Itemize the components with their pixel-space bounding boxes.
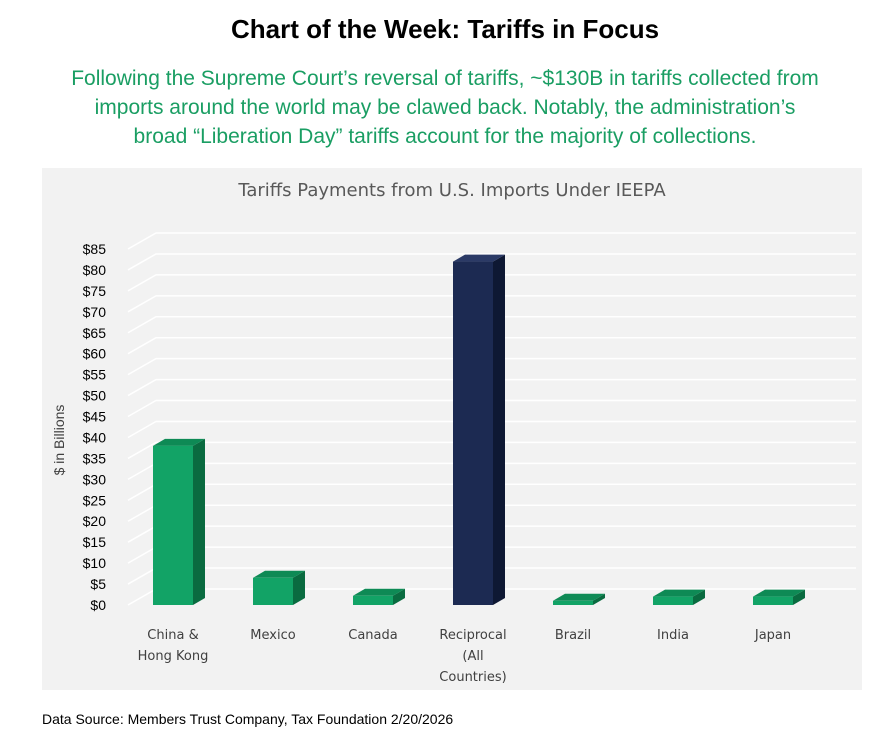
y-tick-label: $5 [90, 576, 106, 592]
gridline [127, 441, 856, 460]
bar [653, 589, 705, 605]
bar [553, 593, 605, 605]
bar-top [353, 588, 405, 596]
y-tick-label: $45 [83, 409, 107, 425]
bar-front [453, 261, 493, 605]
bar-front [753, 596, 793, 605]
bar-top [753, 589, 805, 597]
bar [353, 588, 405, 605]
bars [153, 254, 805, 605]
bar-top [253, 570, 305, 578]
x-axis-categories: China & Hong Kong Mexico Canada Reciprocal (A… [138, 628, 791, 685]
x-category-label-line: (All [462, 649, 483, 664]
y-tick-label: $25 [83, 492, 107, 508]
y-tick-label: $60 [83, 346, 107, 362]
gridlines [127, 232, 856, 606]
x-category-label: Reciprocal (All Countries) [439, 628, 506, 685]
y-tick-label: $35 [83, 450, 107, 466]
bar [253, 570, 305, 605]
y-tick-label: $40 [83, 429, 107, 445]
y-tick-label: $15 [83, 534, 107, 550]
y-tick-label: $85 [83, 241, 107, 257]
data-source-note: Data Source: Members Trust Company, Tax … [42, 711, 454, 727]
bar-front [653, 596, 693, 605]
x-category-label-line: China & [147, 628, 198, 643]
bar [453, 254, 505, 605]
bar [153, 438, 205, 605]
chart-title: Tariffs Payments from U.S. Imports Under… [237, 180, 666, 201]
x-category-label-line: Brazil [555, 628, 591, 643]
x-category-label: Mexico [250, 628, 295, 643]
gridline [127, 232, 856, 250]
gridline [127, 357, 856, 376]
bar-front [553, 600, 593, 605]
y-tick-label: $75 [83, 283, 107, 299]
x-category-label-line: India [657, 628, 689, 643]
bar-side [593, 593, 605, 605]
x-category-label: Canada [348, 628, 397, 643]
x-category-label-line: Canada [348, 628, 397, 643]
bar-top [153, 438, 205, 446]
x-category-label-line: Hong Kong [138, 649, 209, 664]
y-tick-label: $50 [83, 388, 107, 404]
gridline [127, 336, 856, 355]
y-tick-label: $80 [83, 262, 107, 278]
page-title: Chart of the Week: Tariffs in Focus [230, 14, 660, 44]
bar-front [253, 577, 293, 605]
x-category-label-line: Countries) [439, 670, 506, 685]
subtitle: Following the Supreme Court’s reversal o… [20, 64, 870, 151]
x-category-label-line: Japan [754, 628, 791, 643]
x-category-label: India [657, 628, 689, 643]
bar-top [653, 589, 705, 597]
bar-chart: Tariffs Payments from U.S. Imports Under… [51, 180, 856, 685]
subtitle-line-2: imports around the world may be clawed b… [94, 96, 796, 119]
bar [753, 589, 805, 605]
subtitle-line-3: broad “Liberation Day” tariffs account f… [133, 125, 757, 148]
bar-side [393, 588, 405, 605]
gridline [127, 399, 856, 418]
y-tick-label: $55 [83, 367, 107, 383]
x-category-label-line: Mexico [250, 628, 295, 643]
bar-side [293, 570, 305, 605]
x-category-label: China & Hong Kong [138, 628, 209, 664]
bar-side [793, 589, 805, 605]
x-category-label: Brazil [555, 628, 591, 643]
y-tick-label: $70 [83, 304, 107, 320]
y-axis-label: $ in Billions [51, 405, 67, 476]
y-tick-label: $30 [83, 471, 107, 487]
gridline [127, 316, 856, 334]
bar-front [153, 445, 193, 605]
bar-side [193, 438, 205, 605]
y-tick-label: $65 [83, 325, 107, 341]
subtitle-line-1: Following the Supreme Court’s reversal o… [71, 67, 819, 90]
bar-top [453, 254, 505, 262]
gridline [127, 274, 856, 292]
x-category-label-line: Reciprocal [439, 628, 506, 643]
x-category-label: Japan [754, 628, 791, 643]
gridline [127, 420, 856, 439]
gridline [127, 295, 856, 313]
gridline [127, 378, 856, 397]
y-tick-label: $0 [90, 597, 106, 613]
bar-side [693, 589, 705, 605]
y-tick-label: $10 [83, 555, 107, 571]
bar-side [493, 254, 505, 605]
bar-front [353, 595, 393, 605]
y-axis-ticks: $0 $5 $10 $15 $20 $25 $30 $35 $40 $45 $50 $55 $60 $65… [83, 241, 107, 613]
y-tick-label: $20 [83, 513, 107, 529]
chart-panel: Tariffs Payments from U.S. Imports Under… [42, 168, 862, 690]
gridline [127, 253, 856, 271]
bar-top [553, 593, 605, 601]
